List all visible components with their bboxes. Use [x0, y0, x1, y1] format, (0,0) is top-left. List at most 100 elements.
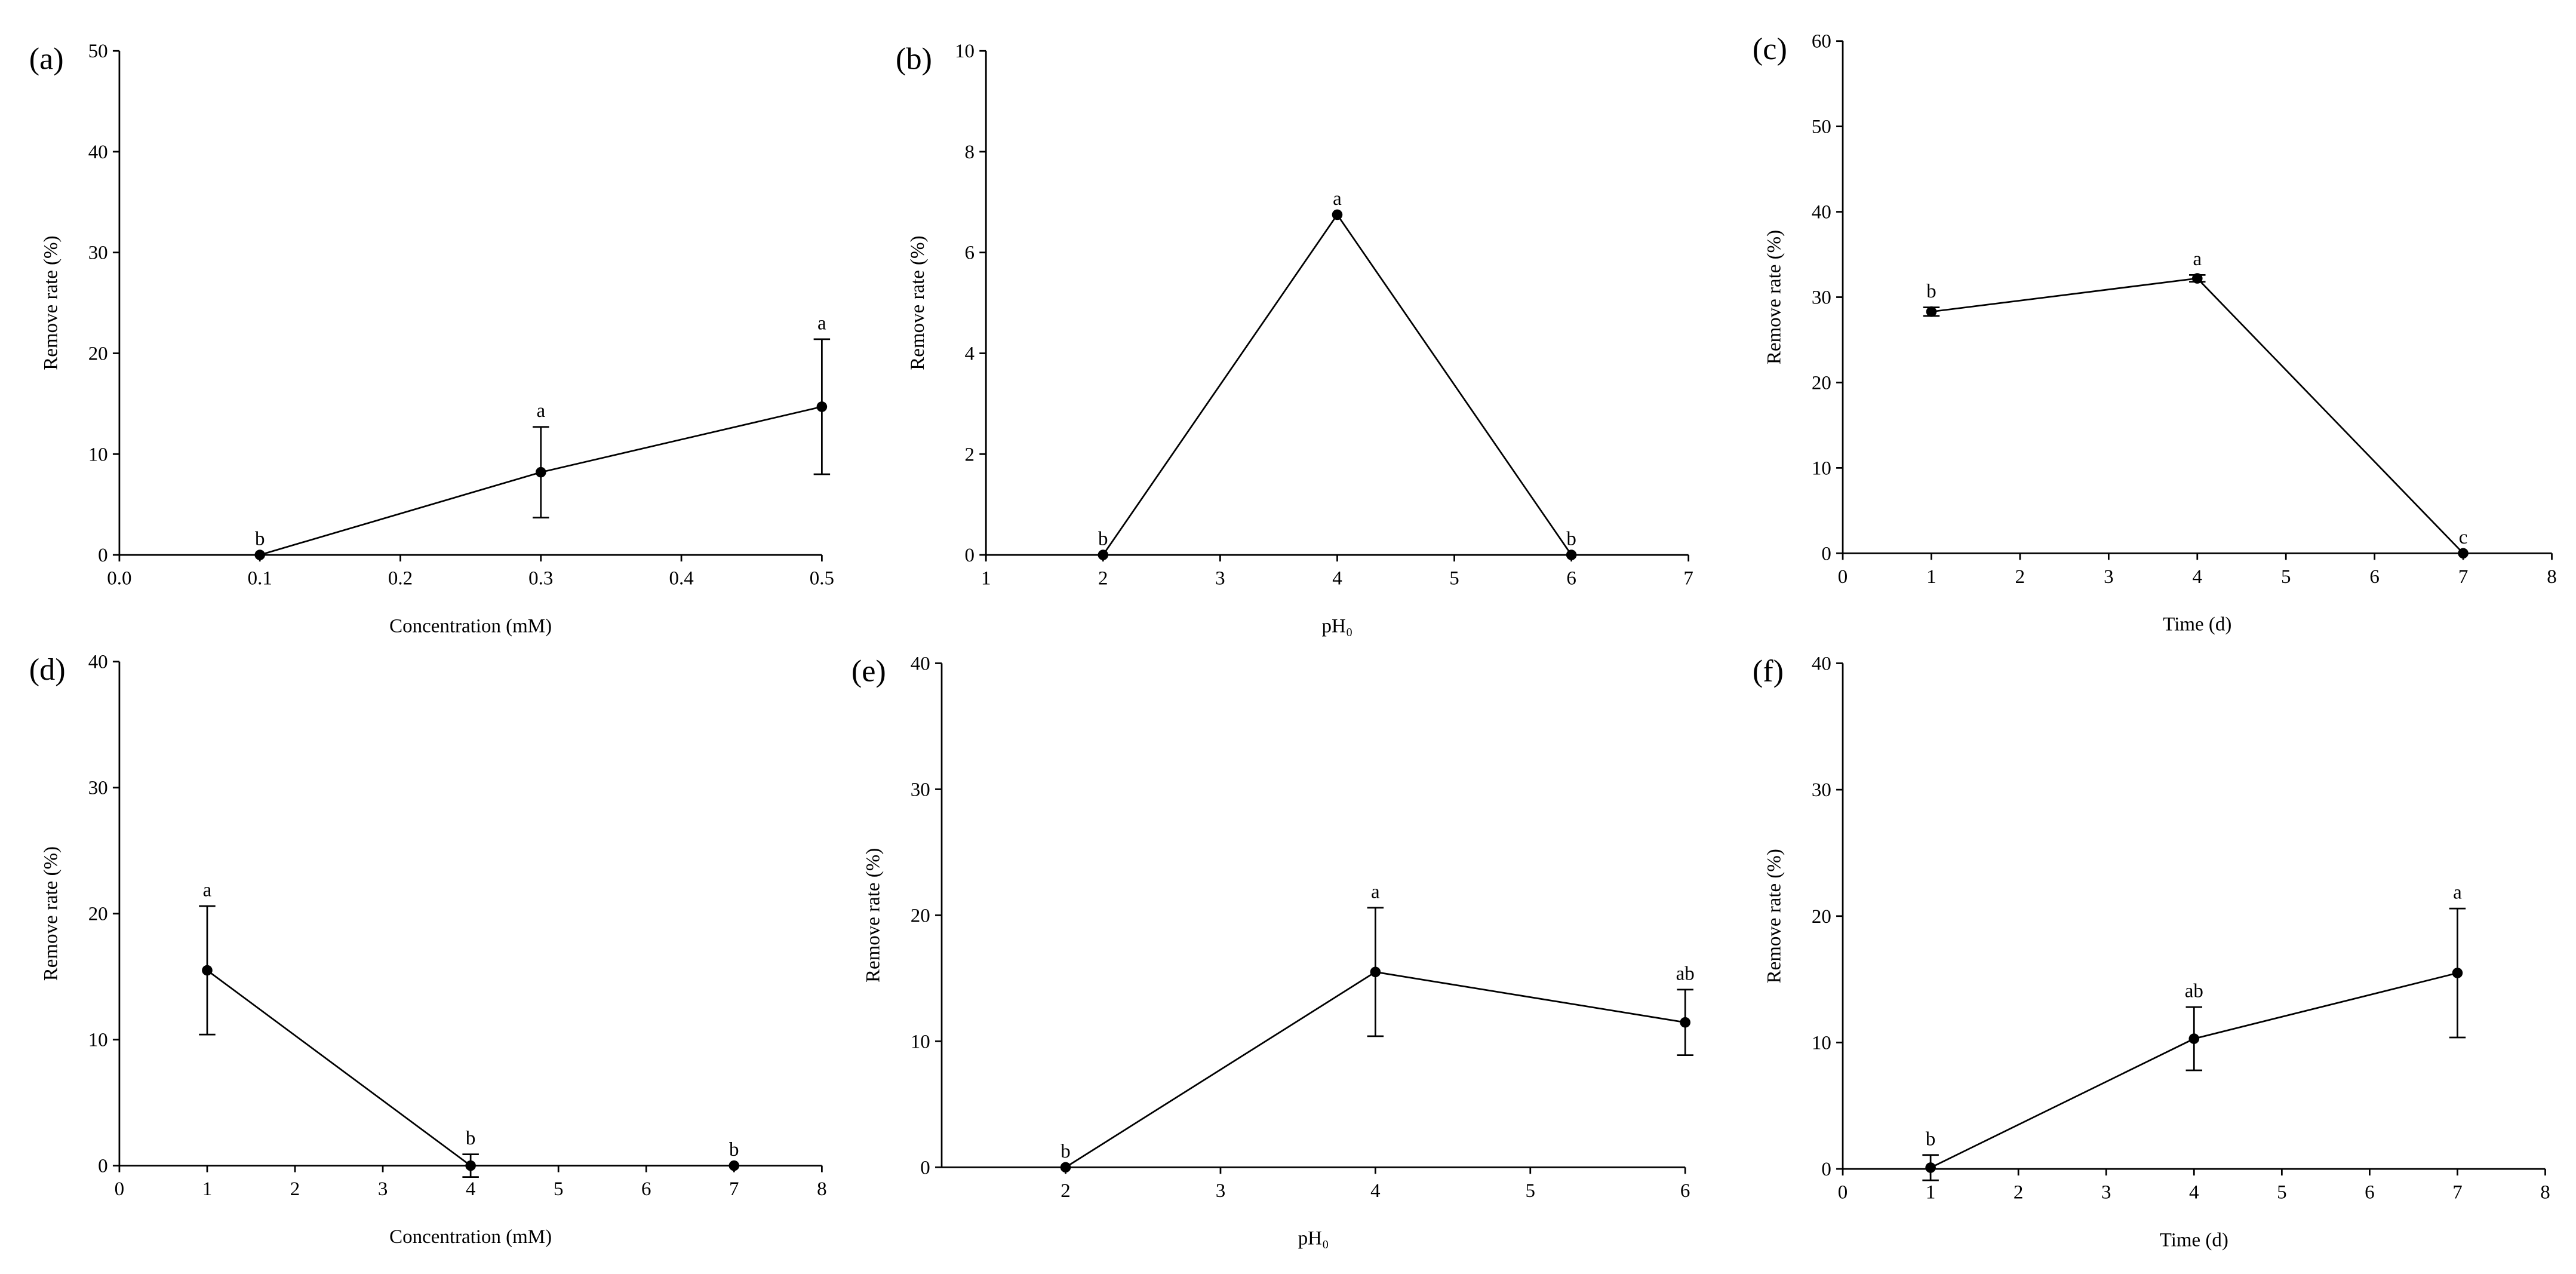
data-point — [465, 1160, 476, 1171]
x-tick-label: 6 — [1566, 568, 1576, 590]
y-tick-label: 6 — [965, 242, 975, 264]
x-tick-label: 0.1 — [248, 568, 272, 590]
y-tick-label: 20 — [88, 343, 108, 365]
panel-label: (b) — [896, 41, 932, 76]
y-tick-label: 50 — [1812, 116, 1831, 138]
y-tick-label: 20 — [1812, 906, 1831, 928]
significance-label: ab — [1676, 963, 1695, 984]
data-point — [2191, 273, 2203, 284]
y-tick-label: 20 — [88, 904, 108, 925]
data-point — [1098, 549, 1109, 560]
data-line — [1931, 277, 2464, 554]
y-tick-label: 0 — [965, 545, 975, 566]
x-tick-label: 0.4 — [669, 568, 693, 590]
y-tick-label: 0 — [98, 1156, 107, 1177]
chart-panel: 0 10 20 30 40 50 60 0 1 2 3 4 5 6 7 8 (c) Time (d) Remove … — [1753, 31, 2557, 636]
x-tick-label: 7 — [1683, 568, 1693, 590]
x-tick-label: 6 — [2365, 1182, 2374, 1204]
panel-label: (a) — [29, 41, 64, 76]
y-tick-label: 10 — [1812, 1032, 1831, 1054]
y-tick-label: 10 — [88, 444, 108, 465]
significance-label: b — [1926, 1128, 1935, 1150]
x-tick-label: 4 — [466, 1178, 475, 1200]
y-tick-label: 30 — [1812, 287, 1831, 309]
x-tick-label: 3 — [1216, 1180, 1225, 1202]
x-tick-label: 0 — [1838, 566, 1848, 588]
x-tick-label: 3 — [1215, 568, 1225, 590]
x-tick-label: 5 — [1526, 1180, 1535, 1202]
x-tick-label: 7 — [2452, 1182, 2462, 1204]
significance-label: a — [2193, 248, 2202, 270]
y-tick-label: 0 — [1821, 1159, 1831, 1180]
significance-label: b — [1060, 1141, 1070, 1162]
x-tick-label: 0.5 — [810, 568, 834, 590]
x-tick-label: 1 — [1926, 566, 1936, 588]
x-tick-label: 5 — [1449, 568, 1459, 590]
chart-panel: 0 10 20 30 40 0 1 2 3 4 5 6 7 8 (f) Time (d) Remove rate… — [1753, 653, 2550, 1251]
x-axis-label: Concentration (mM) — [389, 615, 552, 637]
x-tick-label: 0.0 — [107, 568, 131, 590]
y-axis-label: Remove rate (%) — [40, 236, 62, 370]
x-tick-label: 4 — [1370, 1180, 1380, 1202]
significance-label: b — [255, 529, 265, 550]
y-axis-label: Remove rate (%) — [1764, 230, 1785, 364]
data-point — [1925, 1162, 1936, 1173]
data-line — [1102, 213, 1572, 555]
data-point — [728, 1160, 740, 1171]
x-tick-label: 7 — [2458, 566, 2468, 588]
y-axis-label: Remove rate (%) — [907, 236, 929, 370]
y-tick-label: 8 — [965, 142, 975, 163]
y-tick-label: 40 — [911, 653, 930, 674]
significance-label: a — [1333, 188, 1342, 210]
chart-panel: 0 10 20 30 40 2 3 4 5 6 (e) pH₀ Remove rate (%) b a ab — [852, 653, 1695, 1249]
x-tick-label: 0.3 — [528, 568, 553, 590]
significance-label: b — [1926, 281, 1936, 302]
x-tick-label: 2 — [2014, 1182, 2023, 1204]
data-point — [202, 965, 213, 976]
significance-label: a — [203, 880, 212, 901]
y-tick-label: 60 — [1812, 31, 1831, 53]
y-tick-label: 40 — [88, 652, 108, 673]
x-tick-label: 5 — [554, 1178, 563, 1200]
data-point — [1060, 1162, 1071, 1173]
y-tick-label: 40 — [1812, 653, 1831, 674]
data-point — [535, 466, 546, 478]
x-tick-label: 8 — [2540, 1182, 2550, 1204]
x-axis-label: pH₀ — [1298, 1228, 1329, 1250]
data-point — [1332, 209, 1343, 220]
data-point — [1566, 549, 1577, 560]
panel-label: (f) — [1753, 654, 1784, 689]
data-point — [2452, 968, 2463, 978]
x-tick-label: 3 — [2104, 566, 2113, 588]
x-tick-label: 6 — [2369, 566, 2379, 588]
x-tick-label: 2 — [1060, 1180, 1070, 1202]
x-tick-label: 2 — [1098, 568, 1108, 590]
data-point — [254, 549, 266, 560]
panel-label: (e) — [852, 654, 886, 689]
x-axis-label: pH₀ — [1322, 615, 1353, 637]
y-tick-label: 10 — [1812, 458, 1831, 479]
significance-label: b — [729, 1139, 739, 1161]
x-tick-label: 7 — [729, 1178, 739, 1200]
y-tick-label: 10 — [955, 41, 975, 62]
significance-label: b — [466, 1128, 475, 1149]
x-tick-label: 0 — [1838, 1182, 1848, 1204]
x-tick-label: 5 — [2277, 1182, 2286, 1204]
y-tick-label: 30 — [911, 779, 930, 800]
significance-label: a — [817, 312, 826, 334]
data-point — [816, 401, 828, 412]
x-tick-label: 4 — [1332, 568, 1342, 590]
x-tick-label: 3 — [378, 1178, 388, 1200]
significance-label: b — [1566, 529, 1576, 550]
x-tick-label: 6 — [1680, 1180, 1690, 1202]
data-point — [2188, 1033, 2200, 1044]
panel-label: (d) — [29, 652, 66, 687]
significance-label: a — [1371, 881, 1380, 902]
y-tick-label: 30 — [88, 242, 108, 264]
x-tick-label: 3 — [2101, 1182, 2111, 1204]
data-point — [1680, 1017, 1690, 1028]
data-point — [1370, 966, 1381, 978]
chart-panel: 0 10 20 30 40 50 0.0 0.1 0.2 0.3 0.4 0.5 (a) Concentr… — [29, 41, 834, 637]
